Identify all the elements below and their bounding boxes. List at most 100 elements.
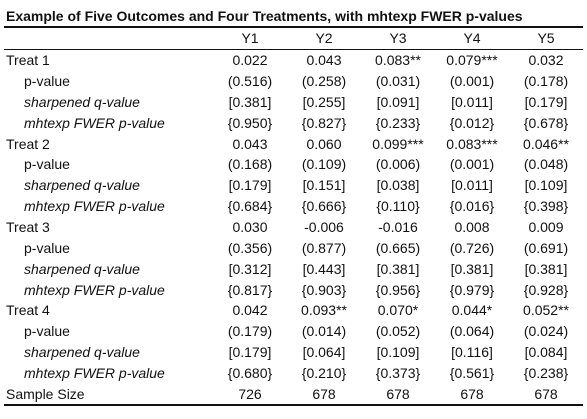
table-row: Treat 3 0.030 -0.006 -0.016 0.008 0.009 xyxy=(4,217,583,238)
cell-y3: {0.233} xyxy=(375,114,421,131)
table-row: mhtexp FWER p-value {0.680} {0.210} {0.373}… xyxy=(4,363,583,384)
table-row: p-value (0.179) (0.014) (0.052) (0.064) (0.02… xyxy=(4,321,583,342)
table-row: mhtexp FWER p-value {0.817} {0.903} {0.956}… xyxy=(4,279,583,300)
cell-y2: (0.109) xyxy=(301,156,347,173)
cell-y3: [0.091] xyxy=(376,93,420,110)
table-row: Treat 4 0.042 0.093** 0.070* 0.044* 0.052** xyxy=(4,300,583,321)
row-label: mhtexp FWER p-value xyxy=(24,364,165,381)
row-label: Treat 1 xyxy=(6,52,50,69)
cell-y3: -0.016 xyxy=(378,219,418,236)
cell-y5: {0.928} xyxy=(523,281,569,298)
cell-y5: 0.052** xyxy=(523,302,569,319)
cell-y1: 0.043 xyxy=(232,135,268,152)
cell-y3: [0.109] xyxy=(376,344,420,361)
cell-y4: 0.079*** xyxy=(446,52,498,69)
row-label: sharpened q-value xyxy=(24,260,140,277)
table-row: p-value (0.356) (0.877) (0.665) (0.726) (0.69… xyxy=(4,237,583,258)
row-label: mhtexp FWER p-value xyxy=(24,114,165,131)
cell-y1: [0.179] xyxy=(228,344,272,361)
row-label: Treat 3 xyxy=(6,219,50,236)
cell-y5: 0.032 xyxy=(528,52,564,69)
cell-y4: [0.381] xyxy=(450,260,494,277)
cell-y4: [0.116] xyxy=(451,344,493,361)
cell-y3: {0.956} xyxy=(375,281,421,298)
cell-y2: (0.258) xyxy=(301,73,347,90)
table-row: sharpened q-value [0.179] [0.151] [0.038] [0… xyxy=(4,175,583,196)
cell-y3: [0.038] xyxy=(376,177,420,194)
cell-y1: (0.179) xyxy=(227,323,273,340)
row-label: sharpened q-value xyxy=(24,93,140,110)
cell-y1: (0.516) xyxy=(227,73,273,90)
cell-y2: 0.043 xyxy=(306,52,342,69)
cell-y5: {0.398} xyxy=(523,198,569,215)
results-table: Y1 Y2 Y3 Y4 Y5 Treat 1 0.022 0.043 0.083** 0… xyxy=(4,25,583,407)
row-label: p-value xyxy=(24,239,70,256)
cell-y2: [0.064] xyxy=(302,344,346,361)
cell-y2: 678 xyxy=(287,383,361,407)
table-body: Treat 1 0.022 0.043 0.083** 0.079*** 0.032 p-v… xyxy=(4,49,583,407)
row-label: Sample Size xyxy=(4,383,213,407)
cell-y3: {0.373} xyxy=(375,364,421,381)
cell-y2: (0.014) xyxy=(301,323,347,340)
cell-y3: 678 xyxy=(361,383,435,407)
table-row: sharpened q-value [0.179] [0.064] [0.109] [0… xyxy=(4,342,583,363)
row-label: mhtexp FWER p-value xyxy=(24,281,165,298)
table-row: Treat 2 0.043 0.060 0.099*** 0.083*** 0.046** xyxy=(4,133,583,154)
row-label: sharpened q-value xyxy=(24,344,140,361)
cell-y5: (0.024) xyxy=(523,323,569,340)
cell-y2: -0.006 xyxy=(304,219,344,236)
cell-y5: 0.046** xyxy=(523,135,569,152)
cell-y5: [0.109] xyxy=(524,177,568,194)
table-row: p-value (0.516) (0.258) (0.031) (0.001) (0.17… xyxy=(4,71,583,92)
header-row: Y1 Y2 Y3 Y4 Y5 xyxy=(4,25,583,50)
column-header-y4: Y4 xyxy=(435,25,509,50)
cell-y4: 0.044* xyxy=(451,302,493,319)
table-title: Example of Five Outcomes and Four Treatm… xyxy=(6,8,523,24)
cell-y3: (0.052) xyxy=(375,323,421,340)
cell-y3: (0.031) xyxy=(375,73,421,90)
cell-y2: {0.666} xyxy=(301,198,347,215)
cell-y2: 0.060 xyxy=(306,135,342,152)
cell-y1: {0.680} xyxy=(227,364,273,381)
cell-y1: [0.381] xyxy=(228,93,272,110)
cell-y1: {0.684} xyxy=(227,198,273,215)
table-row: mhtexp FWER p-value {0.684} {0.666} {0.110}… xyxy=(4,196,583,217)
row-label: p-value xyxy=(24,156,70,173)
table-row: mhtexp FWER p-value {0.950} {0.827} {0.233}… xyxy=(4,112,583,133)
row-label: Treat 4 xyxy=(6,302,50,319)
cell-y5: {0.678} xyxy=(523,114,569,131)
cell-y3: (0.665) xyxy=(375,239,421,256)
cell-y4: 678 xyxy=(435,383,509,407)
cell-y4: 0.008 xyxy=(454,219,490,236)
row-label: p-value xyxy=(24,73,70,90)
table-row: sharpened q-value [0.312] [0.443] [0.381] [0… xyxy=(4,258,583,279)
cell-y2: {0.827} xyxy=(301,114,347,131)
cell-y4: 0.083*** xyxy=(446,135,498,152)
row-label: mhtexp FWER p-value xyxy=(24,198,165,215)
cell-y5: (0.691) xyxy=(523,239,569,256)
cell-y3: 0.099*** xyxy=(372,135,424,152)
column-header-y1: Y1 xyxy=(213,25,287,50)
cell-y2: {0.210} xyxy=(301,364,347,381)
cell-y1: 0.030 xyxy=(232,219,268,236)
cell-y5: {0.238} xyxy=(523,364,569,381)
table-row: sharpened q-value [0.381] [0.255] [0.091] [0… xyxy=(4,92,583,113)
cell-y4: (0.726) xyxy=(449,239,495,256)
cell-y5: [0.084] xyxy=(524,344,568,361)
cell-y4: {0.012} xyxy=(449,114,495,131)
cell-y1: {0.950} xyxy=(227,114,273,131)
cell-y5: (0.178) xyxy=(523,73,569,90)
cell-y5: [0.381] xyxy=(524,260,568,277)
cell-y5: 678 xyxy=(509,383,583,407)
column-header-y5: Y5 xyxy=(509,25,583,50)
column-header-label xyxy=(4,25,213,50)
row-label: sharpened q-value xyxy=(24,177,140,194)
cell-y2: [0.255] xyxy=(302,93,346,110)
cell-y3: (0.006) xyxy=(375,156,421,173)
cell-y4: [0.011] xyxy=(451,93,493,110)
cell-y1: 726 xyxy=(213,383,287,407)
table-row: Treat 1 0.022 0.043 0.083** 0.079*** 0.032 xyxy=(4,49,583,70)
cell-y4: {0.561} xyxy=(449,364,495,381)
cell-y4: (0.001) xyxy=(449,73,495,90)
